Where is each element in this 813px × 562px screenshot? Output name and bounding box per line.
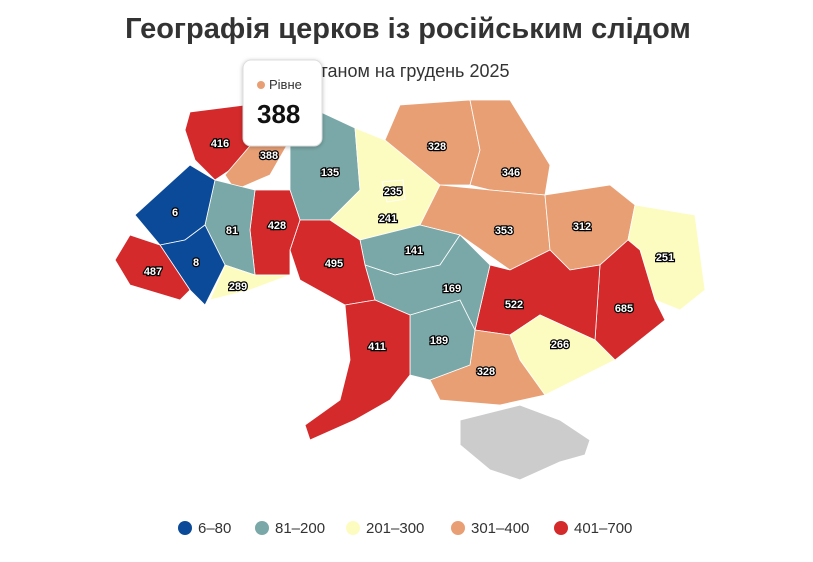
region xyxy=(381,179,406,203)
region xyxy=(114,234,191,301)
region xyxy=(209,264,291,301)
legend-label: 81–200 xyxy=(275,520,325,537)
region-label: 6 xyxy=(172,207,178,219)
region-label: 411 xyxy=(368,341,386,353)
region-label: 235 xyxy=(384,186,402,198)
region-label: 189 xyxy=(430,335,448,347)
region-label: 289 xyxy=(229,281,247,293)
legend-swatch xyxy=(255,521,269,535)
crimea xyxy=(459,404,591,481)
legend-label: 6–80 xyxy=(198,520,231,537)
region-label: 328 xyxy=(477,366,495,378)
tooltip-name: Рівне xyxy=(269,77,302,92)
subtitle: Станом на грудень 2025 xyxy=(307,61,510,81)
region-label: 266 xyxy=(551,339,569,351)
region-label: 346 xyxy=(502,167,520,179)
region-label: 522 xyxy=(505,299,523,311)
tooltip: Рівне 388 xyxy=(242,59,323,147)
region-label: 353 xyxy=(495,225,513,237)
region xyxy=(469,99,551,196)
region-label: 428 xyxy=(268,220,286,232)
region-label: 141 xyxy=(405,245,423,257)
legend-label: 201–300 xyxy=(366,520,424,537)
legend-swatch xyxy=(178,521,192,535)
region-label: 81 xyxy=(226,225,238,237)
region-label: 8 xyxy=(193,257,199,269)
title: Географія церков із російським слідом xyxy=(125,13,691,45)
region-label: 312 xyxy=(573,221,591,233)
region-label: 328 xyxy=(428,141,446,153)
legend-swatch xyxy=(554,521,568,535)
legend-swatch xyxy=(346,521,360,535)
region-label: 495 xyxy=(325,258,343,270)
tooltip-dot xyxy=(257,81,265,89)
tooltip-value: 388 xyxy=(257,99,300,129)
region-label: 388 xyxy=(260,150,278,162)
legend-label: 301–400 xyxy=(471,520,529,537)
legend-swatch xyxy=(451,521,465,535)
region xyxy=(304,299,411,441)
region-label: 251 xyxy=(656,252,674,264)
region-label: 416 xyxy=(211,138,229,150)
region-label: 487 xyxy=(144,266,162,278)
region-label: 169 xyxy=(443,283,461,295)
region-label: 241 xyxy=(379,213,397,225)
region-label: 135 xyxy=(321,167,339,179)
legend-label: 401–700 xyxy=(574,520,632,537)
region xyxy=(249,189,301,276)
region-label: 685 xyxy=(615,303,633,315)
